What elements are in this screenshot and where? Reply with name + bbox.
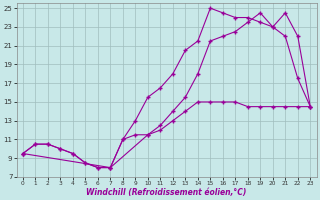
X-axis label: Windchill (Refroidissement éolien,°C): Windchill (Refroidissement éolien,°C) xyxy=(86,188,247,197)
